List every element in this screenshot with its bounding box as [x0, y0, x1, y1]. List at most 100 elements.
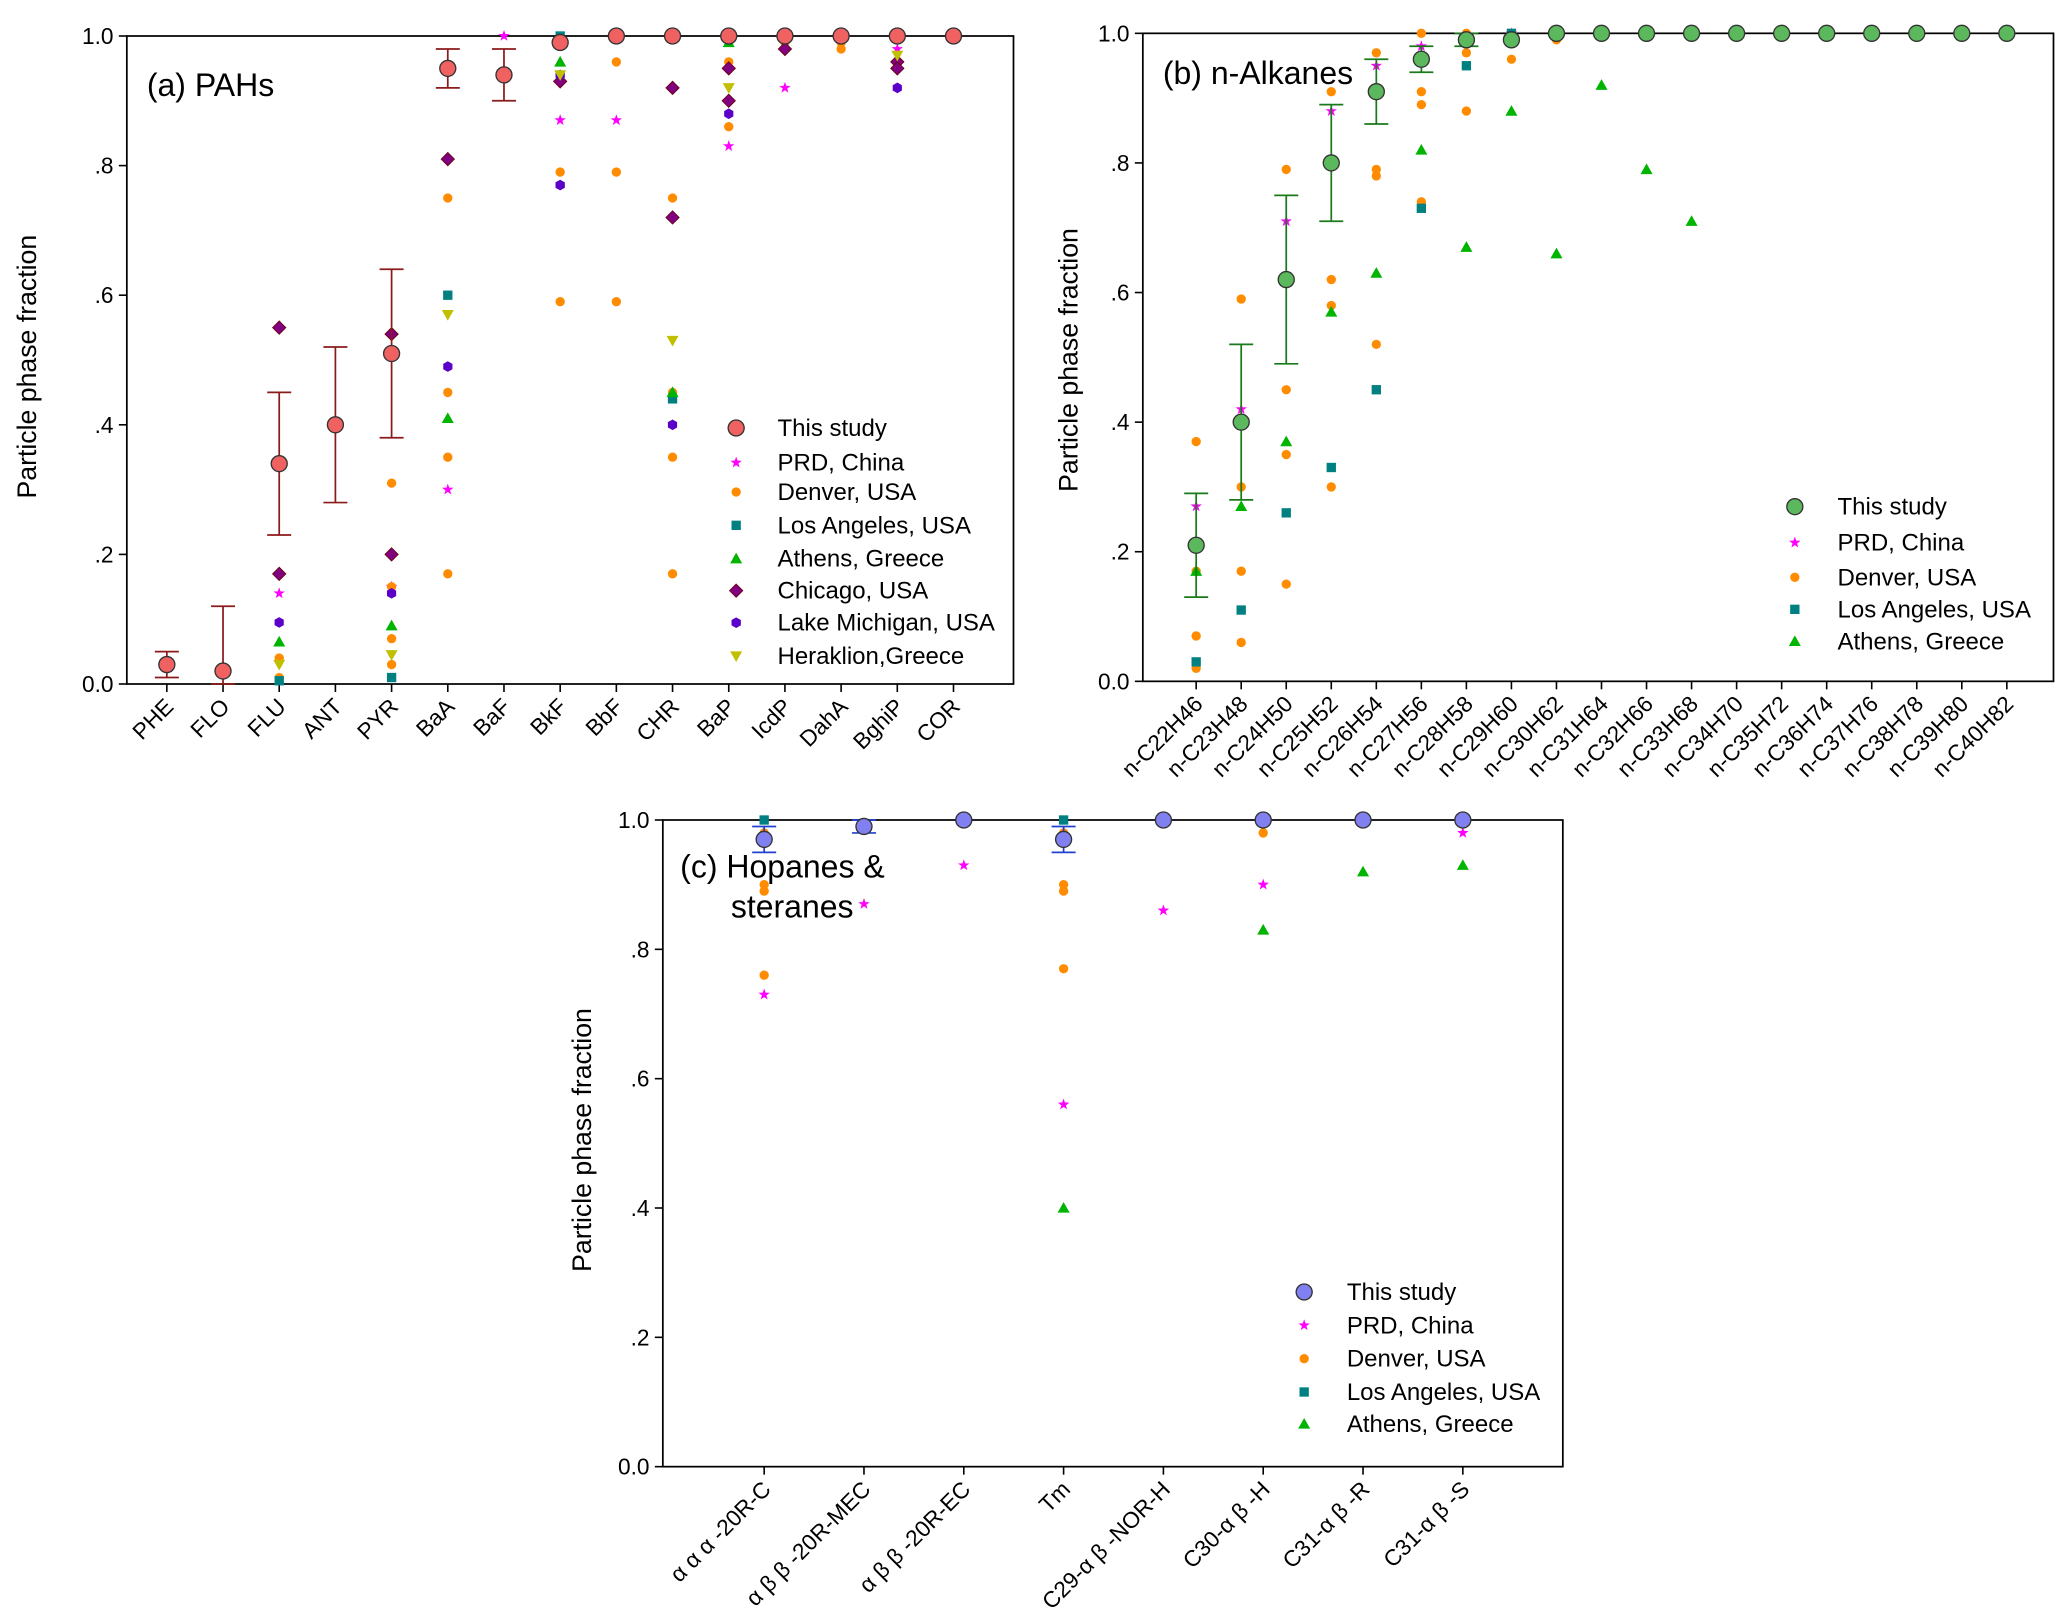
data-point: [495, 66, 513, 84]
x-tick-label: CHR: [631, 693, 684, 746]
data-point: [554, 55, 567, 67]
series-denver-usa: [759, 828, 1268, 980]
data-point: [1908, 24, 1926, 42]
data-point: [273, 659, 286, 671]
data-point: [1281, 164, 1291, 175]
x-tick-label: FLU: [242, 693, 291, 742]
data-point: [385, 650, 398, 661]
data-point: [958, 859, 970, 871]
data-point: [944, 27, 963, 45]
plot-frame: [125, 35, 1015, 685]
y-tick-label: .4: [95, 412, 114, 438]
data-point: [385, 619, 398, 631]
data-point: [891, 50, 904, 62]
data-point: [1547, 24, 1566, 42]
panel-a-pahs: 0.0 .2 .4 .6 .8 1.0 PHE FLO FLU ANT PYR BaA BaF BkF Bb…: [12, 23, 1015, 754]
data-point: [607, 27, 626, 45]
data-point: [1154, 811, 1173, 829]
data-point: [1235, 500, 1248, 512]
x-tick-label: C31-α β -R: [1277, 1476, 1374, 1573]
data-point: [1326, 300, 1336, 311]
data-point: [1371, 339, 1381, 350]
data-point: [1254, 811, 1272, 829]
data-point: [555, 167, 565, 177]
legend-marker: [1790, 572, 1800, 582]
series-this-study: [154, 27, 963, 685]
series-this-study: [1184, 24, 2016, 598]
data-point: [1058, 815, 1069, 825]
data-point: [720, 27, 738, 45]
y-tick-label: .4: [631, 1195, 650, 1221]
legend-marker: [1299, 1354, 1309, 1364]
data-point: [890, 61, 905, 76]
y-tick-label: 0.0: [82, 671, 114, 697]
legend-marker: [727, 419, 745, 437]
data-point: [1460, 241, 1473, 252]
data-point: [1371, 385, 1381, 395]
y-tick-label: .2: [1111, 539, 1130, 565]
legend-label: Los Angeles, USA: [1838, 596, 2031, 623]
data-point: [386, 588, 397, 599]
data-point: [1461, 61, 1472, 71]
x-tick-label: FLO: [185, 693, 235, 743]
series-los-angeles-usa: [274, 31, 734, 686]
legend-label: This study: [778, 415, 887, 442]
legend-marker: [1786, 497, 1804, 516]
plot-frame: [661, 819, 1564, 1468]
data-point: [1457, 31, 1476, 49]
data-point: [386, 478, 397, 488]
panel-title-line-1: (c) Hopanes &: [680, 848, 885, 884]
data-point: [1058, 964, 1069, 974]
data-point: [1637, 24, 1656, 42]
data-point: [832, 27, 850, 45]
data-point: [1461, 106, 1472, 116]
data-point: [384, 547, 399, 562]
data-point: [721, 61, 736, 76]
data-point: [386, 659, 397, 670]
data-point: [326, 416, 345, 434]
data-point: [1280, 435, 1293, 447]
data-point: [271, 320, 287, 335]
data-point: [1058, 880, 1069, 890]
x-tick-label: COR: [911, 693, 965, 747]
x-tick-label: Tm: [1034, 1476, 1076, 1518]
legend-label: Los Angeles, USA: [1347, 1379, 1540, 1406]
data-point: [1457, 826, 1469, 838]
x-tick-label: BghiP: [848, 693, 909, 754]
data-point: [442, 483, 454, 495]
legend-label: Lake Michigan, USA: [778, 610, 995, 637]
data-point: [855, 817, 873, 836]
legend-marker: [1789, 536, 1801, 548]
data-point: [1640, 163, 1653, 175]
data-point: [443, 387, 453, 398]
data-point: [610, 114, 623, 126]
data-point: [1054, 830, 1073, 849]
legend-label: Athens, Greece: [778, 546, 945, 573]
y-tick-label: .8: [95, 153, 114, 179]
data-point: [498, 30, 510, 41]
legend-marker: [1298, 1418, 1311, 1429]
data-point: [1818, 24, 1836, 42]
data-point: [888, 27, 906, 45]
data-point: [667, 193, 678, 203]
x-tick-label: PHE: [127, 693, 178, 744]
data-point: [1257, 923, 1270, 935]
data-point: [1157, 904, 1170, 916]
legend-marker: [1298, 1319, 1310, 1331]
legend-label: This study: [1838, 494, 1947, 521]
data-point: [1415, 143, 1428, 155]
data-point: [667, 394, 678, 404]
data-point: [1370, 267, 1383, 278]
data-point: [1326, 86, 1336, 97]
panel-b-n-alkanes: 0.0.2.4.6.81.0n-C22H46n-C23H48n-C24H50n-…: [1054, 20, 2055, 782]
data-point: [1456, 859, 1469, 870]
x-tick-label: C30-α β -H: [1177, 1476, 1274, 1573]
data-point: [777, 41, 793, 57]
data-point: [858, 898, 870, 909]
data-point: [779, 81, 791, 93]
data-point: [1236, 566, 1246, 576]
data-point: [1281, 508, 1291, 518]
